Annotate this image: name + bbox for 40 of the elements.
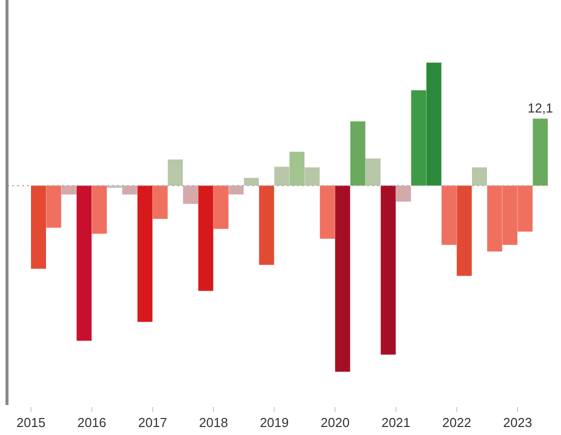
bar	[31, 186, 46, 269]
bar	[259, 186, 274, 265]
bar	[76, 186, 92, 341]
bar	[137, 186, 152, 322]
bar	[320, 186, 335, 239]
x-tick-label: 2023	[503, 415, 532, 430]
x-tick-label: 2016	[77, 415, 106, 430]
bar	[411, 90, 426, 186]
bar	[380, 186, 396, 355]
bar	[274, 166, 290, 186]
bar	[183, 186, 198, 204]
bar	[290, 152, 304, 186]
bar	[198, 186, 214, 291]
bar	[396, 186, 411, 202]
x-tick-label: 2018	[199, 415, 228, 430]
x-tick-label: 2015	[16, 415, 46, 430]
bar	[472, 167, 487, 186]
data-label: 12,1	[528, 100, 553, 116]
bar	[442, 186, 457, 245]
x-tick-label: 2020	[320, 415, 350, 430]
x-tick-label: 2021	[381, 415, 410, 430]
bar	[350, 121, 366, 186]
bar	[244, 178, 259, 186]
bar	[366, 158, 381, 186]
bar	[335, 186, 350, 372]
bar	[168, 160, 183, 186]
bar	[456, 186, 472, 276]
bar	[152, 186, 168, 219]
bar	[426, 62, 442, 186]
bar	[213, 186, 228, 229]
x-tick-label: 2017	[138, 415, 168, 430]
x-tick-label: 2019	[260, 415, 289, 430]
bar	[228, 186, 244, 194]
bar	[92, 186, 107, 234]
bar	[532, 118, 548, 186]
bar	[122, 186, 138, 194]
bar	[46, 186, 62, 228]
bar	[61, 186, 76, 194]
x-tick-label: 2022	[442, 415, 472, 430]
bar	[304, 167, 320, 186]
